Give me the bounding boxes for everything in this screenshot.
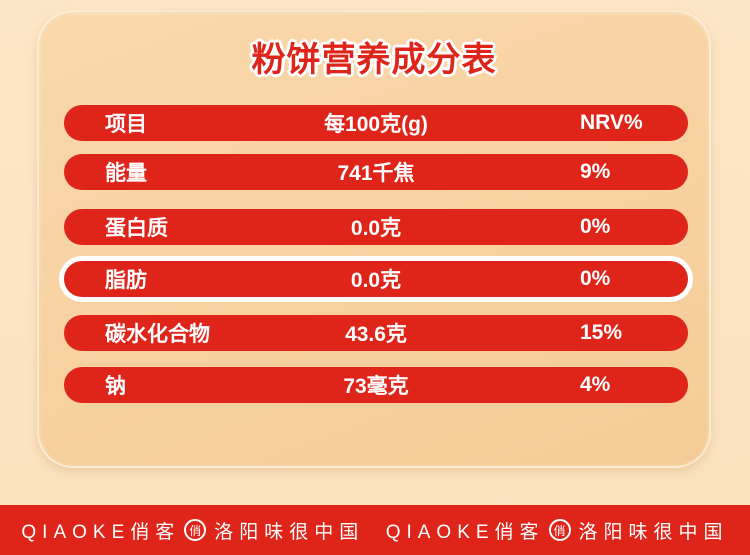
row-value: 0.0克	[350, 217, 402, 240]
qiaoke-seal-icon: 俏	[548, 519, 571, 541]
row-label: 能量	[105, 162, 147, 185]
row-value: 0.0克	[350, 269, 402, 292]
row-value: 741千焦	[337, 162, 415, 185]
row-nrv: 9%	[580, 160, 611, 183]
row-label: 脂肪	[105, 269, 147, 292]
table-row-protein: 蛋白质 0.0克 0%	[64, 209, 688, 245]
row-nrv: 0%	[580, 215, 611, 238]
row-nrv: 15%	[580, 321, 623, 344]
table-row-fat-highlighted: 脂肪 0.0克 0%	[64, 261, 688, 297]
brand-slogan: 洛阳味很中国	[214, 521, 365, 543]
page-title: 粉饼营养成分表	[251, 41, 497, 79]
header-per-100g-label: 每100克(g)	[324, 113, 428, 136]
qiaoke-seal-icon: 俏	[184, 519, 207, 541]
table-row-sodium: 钠 73毫克 4%	[64, 367, 688, 403]
row-nrv: 0%	[580, 267, 611, 290]
brand-name: QIAOKE俏客	[21, 521, 181, 543]
row-nrv: 4%	[580, 373, 611, 396]
row-value: 43.6克	[345, 323, 407, 346]
brand-group: QIAOKE俏客 俏 洛阳味很中国	[386, 517, 729, 544]
table-row-carbohydrate: 碳水化合物 43.6克 15%	[64, 315, 688, 351]
brand-footer: QIAOKE俏客 俏 洛阳味很中国 QIAOKE俏客 俏 洛阳味很中国	[0, 505, 750, 555]
row-value: 73毫克	[343, 375, 409, 398]
header-item-label: 项目	[105, 113, 147, 136]
brand-name: QIAOKE俏客	[385, 521, 545, 543]
row-label: 碳水化合物	[105, 323, 210, 346]
table-header-row: 项目 每100克(g) NRV%	[64, 105, 688, 141]
brand-group: QIAOKE俏客 俏 洛阳味很中国	[21, 517, 364, 544]
row-label: 钠	[105, 375, 126, 398]
nutrition-table: 项目 每100克(g) NRV% 能量 741千焦 9% 蛋白质 0.0克 0%…	[64, 105, 688, 403]
header-nrv-label: NRV%	[580, 111, 643, 134]
row-label: 蛋白质	[105, 217, 168, 240]
nutrition-card: 粉饼营养成分表 项目 每100克(g) NRV% 能量 741千焦 9% 蛋白质…	[37, 10, 711, 468]
table-row-energy: 能量 741千焦 9%	[64, 154, 688, 190]
brand-slogan: 洛阳味很中国	[578, 521, 729, 543]
